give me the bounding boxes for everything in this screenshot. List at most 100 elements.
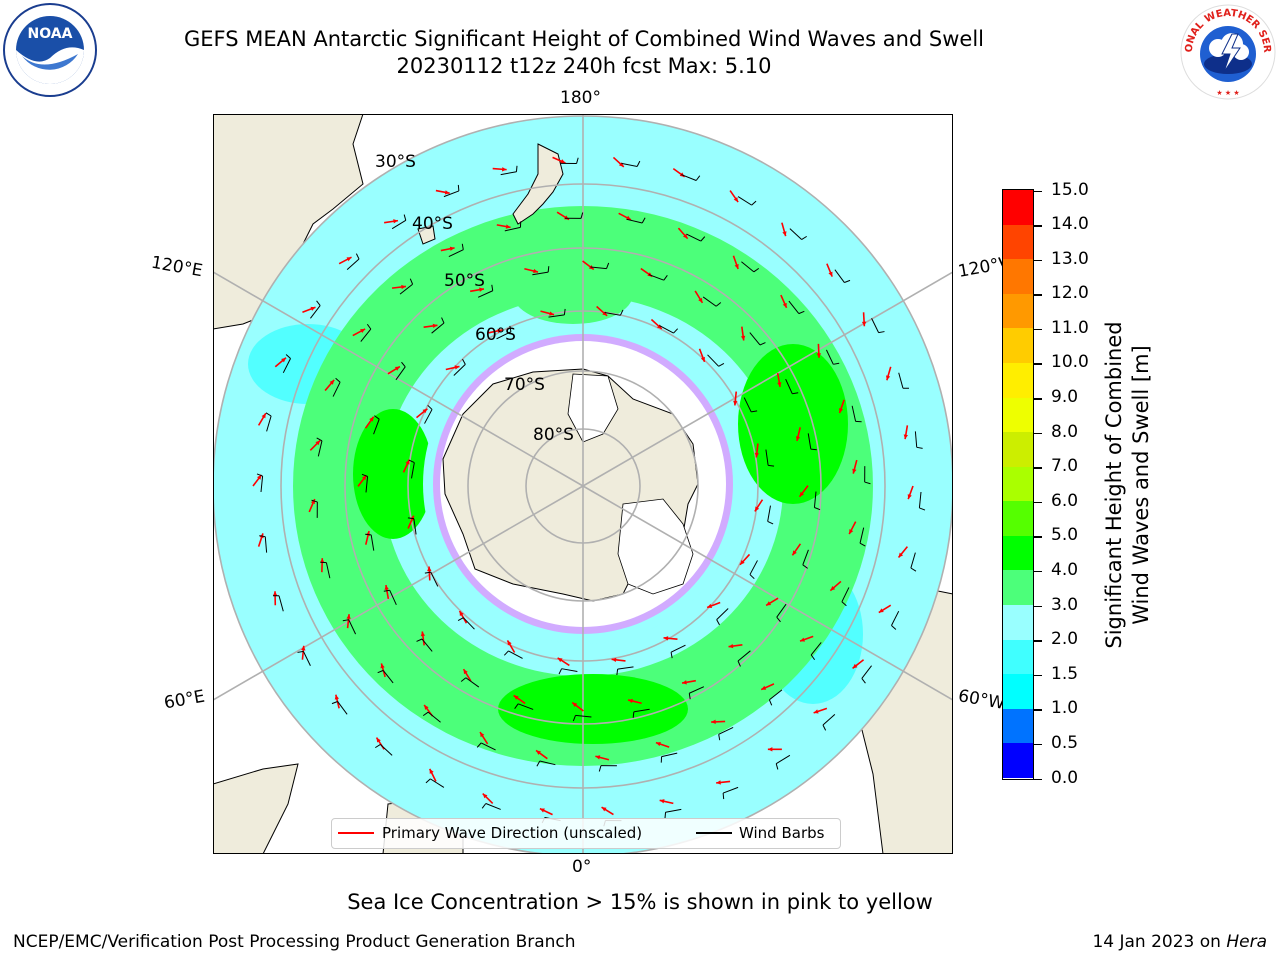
wind-barb-flag — [718, 734, 721, 741]
wave-arrow-head — [369, 416, 374, 422]
wave-arrow-head — [261, 413, 266, 419]
wind-barb — [518, 703, 534, 710]
wind-barb — [741, 261, 755, 273]
wave-arrow-head — [362, 475, 367, 481]
wind-barb — [590, 266, 607, 270]
wind-barb-flag — [916, 446, 923, 449]
wind-barb-flag — [441, 317, 445, 324]
wave-arrow-head — [444, 190, 450, 195]
colorbar-tick-label: 11.0 — [1051, 317, 1089, 338]
wind-barb — [861, 665, 872, 679]
wind-barb — [325, 562, 331, 579]
wind-barb — [621, 162, 638, 167]
vector-field — [252, 156, 926, 827]
wind-barb — [737, 650, 751, 662]
colorbar-segment — [1003, 501, 1033, 536]
wave-arrow-head — [795, 436, 801, 441]
wind-barb — [851, 405, 857, 422]
wind-barb — [421, 638, 433, 652]
wave-arrow-head — [733, 197, 739, 203]
wind-barb — [370, 534, 375, 551]
wind-barb — [411, 462, 415, 479]
colorbar-tick-label: 12.0 — [1051, 283, 1089, 304]
wind-barb — [626, 218, 643, 224]
wind-barb-flag — [919, 507, 926, 511]
wind-barb — [686, 233, 702, 242]
wave-arrow-head — [830, 586, 836, 591]
wave-arrow-head — [659, 799, 665, 804]
wind-barb-flag — [424, 571, 431, 574]
wind-barb — [689, 686, 705, 694]
wind-barb — [789, 228, 802, 240]
wind-barb — [871, 318, 880, 333]
wind-barb — [785, 378, 793, 394]
wave-arrow-head — [394, 366, 400, 371]
wave-arrow-head — [281, 357, 286, 363]
wind-barb-flag — [365, 533, 372, 536]
wind-barb — [681, 174, 697, 181]
wave-arrow-head — [611, 657, 617, 663]
wave-arrow-head — [852, 468, 857, 474]
wind-barb — [391, 219, 407, 230]
wave-arrow-head — [682, 680, 687, 685]
wave-arrow-head — [507, 640, 512, 646]
wind-barb — [485, 803, 501, 810]
wind-barb-flag — [558, 668, 563, 675]
wind-barb — [718, 726, 734, 735]
wave-arrow-head — [754, 506, 760, 512]
wind-barb-flag — [461, 243, 464, 250]
nws-logo: NATIONAL WEATHER SERVICE ★ ★ ★ — [1178, 2, 1276, 100]
lat-label-40s: 40°S — [412, 214, 453, 234]
noaa-logo-text: NOAA — [28, 26, 73, 42]
wind-barb-flag — [768, 464, 775, 467]
wave-arrow-head — [272, 591, 278, 596]
wave-arrow-head — [595, 755, 601, 760]
lon-label-upper-left: 120°E — [149, 252, 205, 282]
wind-barb-flag — [767, 520, 774, 525]
wind-barb-flag — [503, 650, 509, 656]
lat-label-80s: 80°S — [533, 425, 574, 445]
wind-barb — [260, 476, 264, 493]
colorbar-tick-label: 9.0 — [1051, 387, 1079, 408]
wind-barb — [480, 742, 496, 751]
wind-barb — [282, 358, 291, 374]
lat-label-50s: 50°S — [444, 271, 485, 291]
colorbar-tick-label: 13.0 — [1051, 248, 1089, 269]
wind-barb-flag — [403, 214, 407, 221]
wave-arrow-head — [878, 608, 884, 613]
wind-barb — [918, 491, 922, 508]
wave-arrow-head — [497, 328, 503, 333]
wind-barb — [707, 354, 719, 367]
wind-barb-flag — [822, 724, 827, 731]
wave-arrow-head — [329, 379, 335, 385]
footer-branch: NCEP/EMC/Verification Post Processing Pr… — [13, 932, 576, 952]
wind-barb-flag — [663, 275, 668, 281]
colorbar-tick-label: 7.0 — [1051, 456, 1079, 477]
wind-barb-flag — [616, 669, 619, 676]
lon-label-lower-left: 60°E — [162, 686, 207, 714]
wind-barb — [430, 571, 439, 587]
wind-barb-flag — [910, 567, 917, 572]
wind-barb — [395, 366, 406, 381]
wave-arrow-head — [626, 215, 632, 220]
wave-arrow-head — [716, 780, 721, 785]
wave-arrow-head — [816, 353, 821, 358]
wind-barb-flag — [572, 715, 576, 722]
wave-arrow-head — [766, 601, 772, 606]
colorbar-tick — [1034, 674, 1042, 677]
wind-barb-flag — [751, 200, 757, 206]
wind-barb-flag — [256, 473, 263, 477]
colorbar-tick-label: 8.0 — [1051, 421, 1079, 442]
wave-arrow-head — [618, 162, 624, 167]
colorbar-segment — [1003, 328, 1033, 363]
wind-barb-flag — [619, 309, 624, 316]
wind-barb — [453, 364, 466, 376]
wind-barb — [278, 595, 284, 612]
ross-sea-ice — [567, 373, 619, 443]
polar-map: 30°S 40°S 50°S 60°S 70°S 80°S — [213, 114, 953, 854]
wind-barb — [910, 552, 916, 569]
wave-arrow-head — [449, 246, 455, 251]
wind-barb — [769, 689, 783, 701]
wind-barb-flag — [355, 253, 360, 260]
wind-barb-flag — [457, 184, 460, 191]
